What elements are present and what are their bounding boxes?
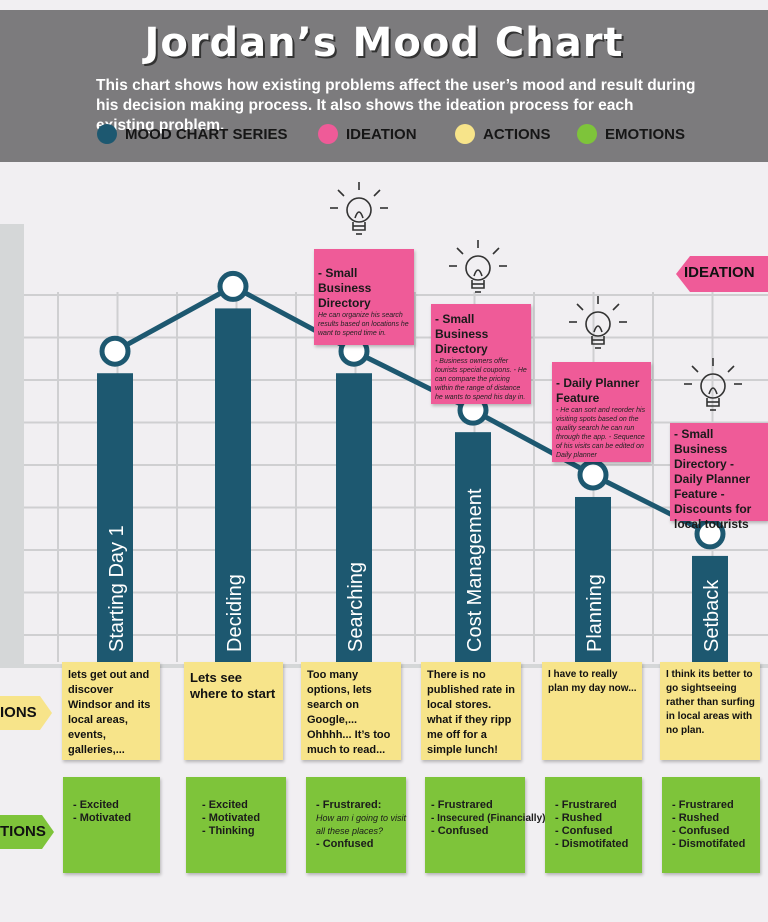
action-note: lets get out and discover Windsor and it… [62,662,160,760]
emotion-line: all these places? [316,826,384,836]
emotion-line: - Frustrared [555,799,617,811]
ideation-title: - Small Business Directory [318,266,372,310]
legend-item-ideation: IDEATION [318,124,417,144]
emotion-note: - Excited - Motivated - Thinking [186,777,286,873]
ideation-title: - Small Business Directory [435,312,489,356]
emotion-note: - Frustrared: How am i going to visit al… [306,777,406,873]
bar [692,555,728,662]
action-note: Too many options, lets search on Google,… [301,662,401,760]
emotions-tag-label: TIONS [0,823,46,840]
action-text: Too many options, lets search on Google,… [307,669,391,756]
mood-point [217,270,249,302]
emotion-line: - Frustrared [431,799,493,811]
emotion-line: - Confused [431,825,489,837]
ideation-note: - Small Business Directory - Business ow… [431,304,531,404]
ideation-tag [676,256,768,292]
legend-label: EMOTIONS [605,125,686,143]
legend-swatch [577,124,597,144]
action-text: Lets see where to start [190,670,276,701]
legend: MOOD CHART SERIES IDEATION ACTIONS EMOTI… [0,124,768,150]
ideation-title: - Daily Planner Feature [556,376,640,405]
action-note: I have to really plan my day now... [542,662,642,760]
emotion-line: - Frustrared: [316,799,382,811]
page-title: Jordan’s Mood Chart [144,20,624,66]
mood-point [99,335,131,367]
action-text: I think its better to go sightseeing rat… [666,669,755,736]
emotion-line: - Rushed [672,812,720,824]
action-note: There is no published rate in local stor… [421,662,521,760]
bar-category-label: Searching [345,562,367,652]
ideation-body: - He can sort and reorder his visiting s… [556,407,646,459]
bar-category-label: Cost Management [464,488,486,652]
emotion-line: - Excited [202,799,248,811]
emotion-line: - Motivated [73,812,132,824]
bar [336,373,372,662]
emotion-note: - Excited - Motivated [63,777,160,873]
emotion-note: - Frustrared - Rushed - Confused - Dismo… [662,777,760,873]
emotion-line: - Rushed [555,812,603,824]
emotion-line: - Confused [316,838,374,850]
emotion-line: How am i going to visit [316,813,407,823]
emotion-line: - Confused [555,825,613,837]
legend-swatch [97,124,117,144]
emotion-line: - Insecured (Financially) [431,813,546,824]
ideation-note: - Small Business Directory - Daily Plann… [670,423,768,531]
legend-swatch [455,124,475,144]
ideation-title: - Small Business Directory - Daily Plann… [674,427,752,531]
emotion-line: - Confused [672,825,730,837]
actions-tag-label: IONS [0,704,37,721]
lightbulb-icon [569,296,627,349]
bar-category-label: Planning [584,574,606,652]
emotion-line: - Dismotifated [555,838,629,850]
ideation-body: - Business owners offer tourists special… [435,358,527,401]
bar-category-label: Deciding [224,574,246,652]
lightbulb-icon [330,182,388,235]
action-text: There is no published rate in local stor… [427,669,516,756]
action-text: lets get out and discover Windsor and it… [68,669,151,756]
legend-item-actions: ACTIONS [455,124,551,144]
emotion-line: - Motivated [202,812,261,824]
emotions-tag [0,815,54,849]
bar [455,432,491,662]
action-note: I think its better to go sightseeing rat… [660,662,760,760]
lightbulb-icon [449,240,507,293]
legend-swatch [318,124,338,144]
legend-item-mood: MOOD CHART SERIES [97,124,288,144]
bar-category-label: Starting Day 1 [106,525,128,652]
emotion-line: - Thinking [202,825,255,837]
left-panel [0,224,24,666]
lightbulb-icon [684,358,742,411]
ideation-note: - Small Business Directory He can organi… [314,249,414,345]
mood-line [113,283,712,537]
bar-category-label: Setback [701,579,723,652]
bar [97,373,133,662]
bar [575,496,611,662]
legend-item-emotions: EMOTIONS [577,124,685,144]
ideation-note: - Daily Planner Feature - He can sort an… [552,362,651,462]
emotion-line: - Dismotifated [672,838,746,850]
emotion-line: - Excited [73,799,119,811]
emotion-line: - Frustrared [672,799,734,811]
ideation-tag-label: IDEATION [684,264,755,281]
ideation-body: He can organize his search results based… [318,312,409,337]
legend-label: MOOD CHART SERIES [125,125,288,143]
legend-label: ACTIONS [483,125,551,143]
legend-label: IDEATION [346,125,417,143]
mood-point [577,459,609,491]
action-text: I have to really plan my day now... [548,669,637,694]
action-note: Lets see where to start [184,662,283,760]
emotion-note: - Frustrared - Insecured (Financially) -… [425,777,546,873]
page-subtitle: This chart shows how existing problems a… [96,77,696,134]
bar [215,308,251,662]
header-panel [0,10,768,162]
emotion-note: - Frustrared - Rushed - Confused - Dismo… [545,777,642,873]
actions-tag [0,696,52,730]
